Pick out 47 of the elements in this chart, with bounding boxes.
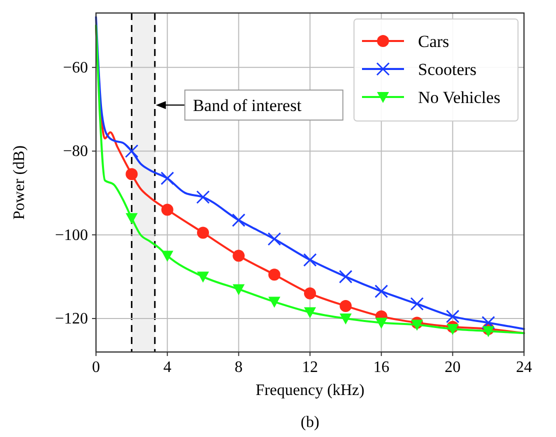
annotation: Band of interest (192, 96, 302, 116)
text: (b) (300, 414, 320, 431)
x-tick-label: 4 (163, 359, 172, 376)
point (161, 250, 174, 262)
point (304, 307, 316, 318)
point (375, 318, 388, 329)
point (304, 287, 316, 300)
point (340, 314, 352, 325)
point (232, 284, 245, 296)
x-tick-label: 0 (92, 359, 100, 376)
point (197, 272, 209, 283)
point (340, 300, 352, 312)
point (126, 168, 138, 180)
point (126, 213, 138, 224)
y-tick-label: −80 (62, 143, 88, 160)
y-tick-label: −120 (54, 310, 88, 328)
point (482, 316, 496, 330)
x-tick-label: 16 (373, 359, 390, 376)
point (161, 204, 174, 216)
point (268, 268, 280, 281)
point (124, 144, 138, 158)
point (446, 324, 459, 335)
y-tick-label: −60 (62, 59, 88, 76)
point (446, 310, 460, 324)
point (196, 190, 210, 204)
x-tick-label: 8 (234, 359, 243, 376)
point (268, 296, 280, 308)
point (303, 253, 317, 267)
point (232, 250, 245, 262)
legend-label: Cars (418, 32, 450, 51)
point (374, 284, 388, 298)
point (410, 297, 424, 311)
point (482, 326, 494, 338)
legend-label: No Vehicles (418, 88, 500, 107)
legend-label: Scooters (418, 60, 477, 79)
point (197, 226, 209, 239)
point (338, 270, 352, 284)
y-tick-label: −100 (54, 226, 88, 244)
x-tick-label: 24 (516, 359, 532, 376)
point (268, 232, 282, 246)
y-axis-title: Power (dB) (11, 145, 28, 220)
point (160, 172, 174, 186)
x-tick-label: 20 (444, 359, 461, 376)
point (232, 213, 246, 227)
x-tick-label: 12 (302, 359, 318, 376)
x-axis-title: Frequency (kHz) (256, 382, 364, 399)
point (411, 320, 423, 331)
